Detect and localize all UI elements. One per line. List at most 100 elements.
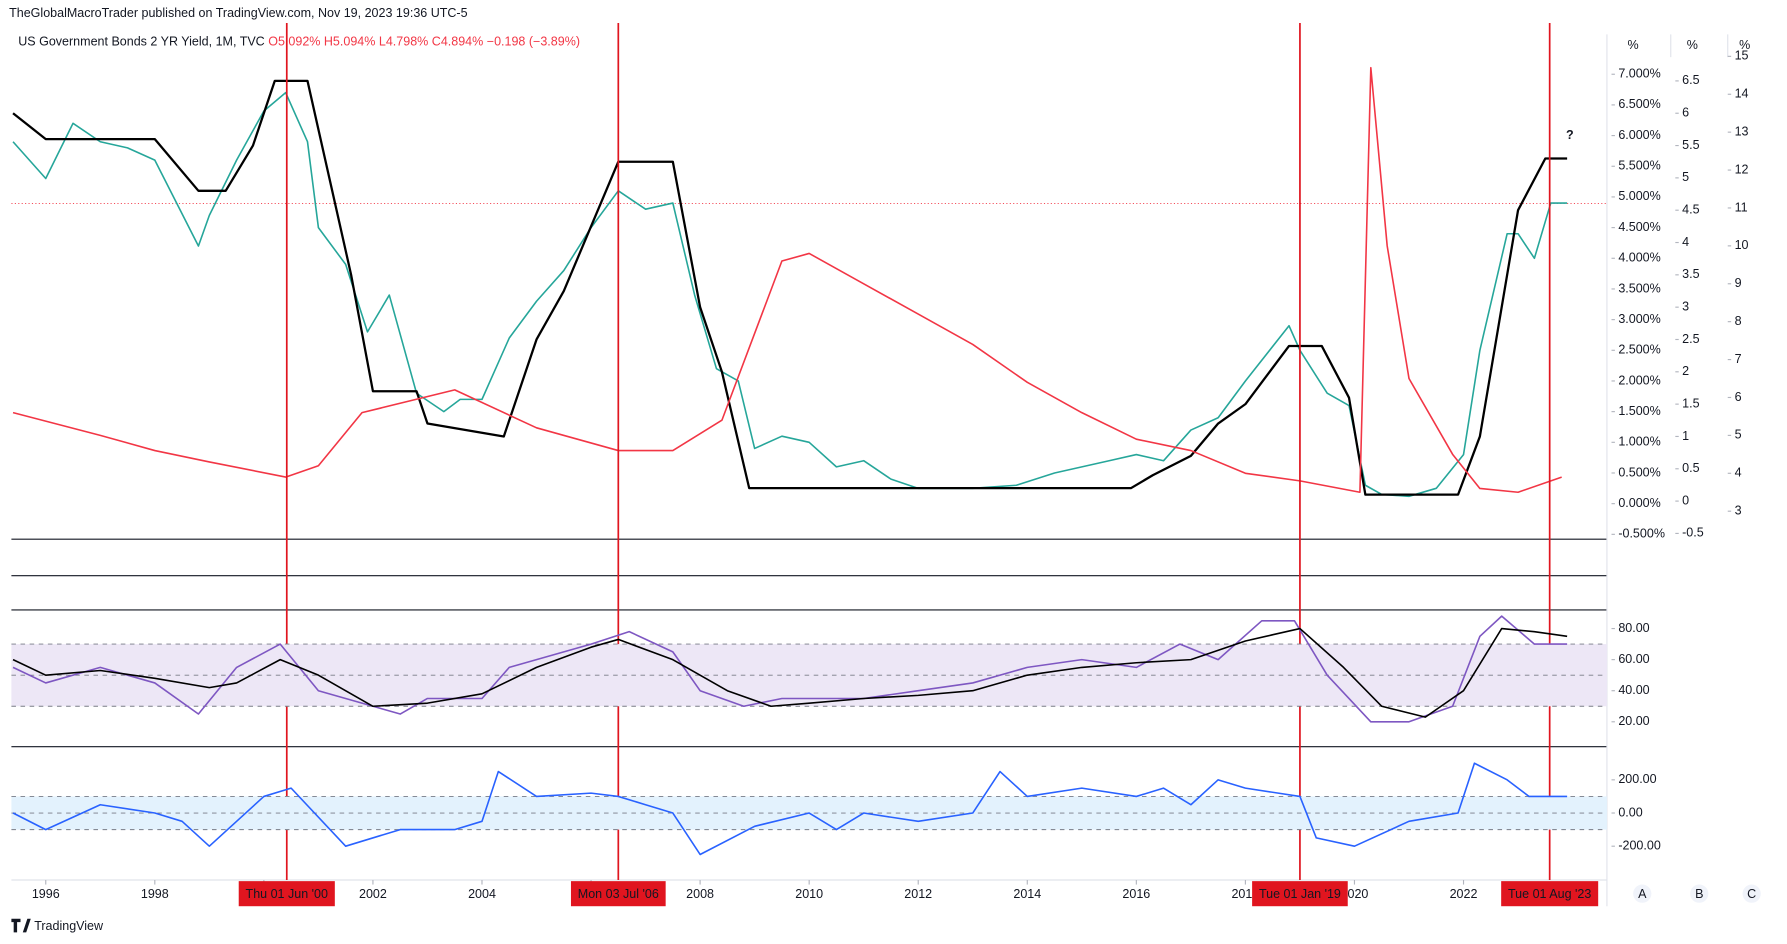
y-tick-label: 2.500% bbox=[1618, 343, 1660, 357]
annotation: ? bbox=[1566, 128, 1574, 142]
x-tick-label: 1998 bbox=[141, 887, 169, 901]
y3-tick-label: 6 bbox=[1735, 390, 1742, 404]
y-tick-label: 7.000% bbox=[1618, 67, 1660, 81]
y-tick-label: 200.00 bbox=[1618, 772, 1656, 786]
y2-tick-label: 3.5 bbox=[1682, 267, 1699, 281]
y-tick-label: 6.500% bbox=[1618, 97, 1660, 111]
y-tick-label: 4.000% bbox=[1618, 251, 1660, 265]
close: C4.894% bbox=[432, 35, 484, 49]
open: O5.092% bbox=[268, 35, 320, 49]
y3-tick-label: 5 bbox=[1735, 428, 1742, 442]
y-tick-label: 80.00 bbox=[1618, 621, 1649, 635]
y2-tick-label: 1.5 bbox=[1682, 396, 1699, 410]
y2-tick-label: 3 bbox=[1682, 299, 1689, 313]
scale-button-label[interactable]: B bbox=[1695, 887, 1703, 901]
y-tick-label: 20.00 bbox=[1618, 714, 1649, 728]
series-line bbox=[12, 762, 1568, 856]
scale-button[interactable] bbox=[1633, 884, 1652, 903]
scale-button[interactable] bbox=[1690, 884, 1709, 903]
publish-header: TheGlobalMacroTrader published on Tradin… bbox=[9, 6, 467, 20]
axis-unit[interactable]: % bbox=[1687, 38, 1698, 52]
scale-button-label[interactable]: A bbox=[1638, 887, 1647, 901]
y-tick-label: 0.000% bbox=[1618, 496, 1660, 510]
y3-tick-label: 12 bbox=[1735, 162, 1749, 176]
marker-label: Tue 01 Jan '19 bbox=[1259, 887, 1341, 901]
y-tick-label: 4.500% bbox=[1618, 220, 1660, 234]
y2-tick-label: 0.5 bbox=[1682, 461, 1699, 475]
pane: 7.000% 6.500% 6.000% 5.500% 5.000% 4.500% 4.00… bbox=[11, 49, 1749, 541]
y3-tick-label: 10 bbox=[1735, 238, 1749, 252]
y3-tick-label: 7 bbox=[1735, 352, 1742, 366]
marker-label: Mon 03 Jul '06 bbox=[578, 887, 659, 901]
y2-tick-label: 6.5 bbox=[1682, 73, 1699, 87]
scale-button[interactable] bbox=[1742, 884, 1761, 903]
y3-tick-label: 14 bbox=[1735, 87, 1749, 101]
series-line bbox=[12, 66, 1562, 494]
y-tick-label: 5.000% bbox=[1618, 189, 1660, 203]
y-tick-label: 2.000% bbox=[1618, 373, 1660, 387]
y-tick-label: 5.500% bbox=[1618, 159, 1660, 173]
x-tick-label: 2008 bbox=[686, 887, 714, 901]
y2-tick-label: 5 bbox=[1682, 170, 1689, 184]
logo-mark bbox=[11, 918, 31, 933]
marker-label: Tue 01 Aug '23 bbox=[1508, 887, 1591, 901]
series-line bbox=[12, 615, 1568, 723]
y3-tick-label: 15 bbox=[1735, 49, 1749, 63]
y-tick-label: 1.500% bbox=[1618, 404, 1660, 418]
y2-tick-label: 2.5 bbox=[1682, 332, 1699, 346]
marker-label-bg bbox=[570, 881, 666, 907]
x-tick-label: 1996 bbox=[32, 887, 60, 901]
y-tick-label: -200.00 bbox=[1618, 839, 1660, 853]
y3-tick-label: 11 bbox=[1735, 200, 1748, 214]
low: L4.798% bbox=[379, 35, 428, 49]
footer-brand: TradingView bbox=[34, 919, 104, 933]
series-line bbox=[12, 627, 1568, 718]
y3-tick-label: 9 bbox=[1735, 276, 1742, 290]
y-tick-label: 1.000% bbox=[1618, 435, 1660, 449]
y2-tick-label: 4.5 bbox=[1682, 203, 1699, 217]
y2-tick-label: 0 bbox=[1682, 493, 1689, 507]
x-tick-label: 2010 bbox=[795, 887, 823, 901]
y2-tick-label: 2 bbox=[1682, 364, 1689, 378]
series-line bbox=[12, 79, 1568, 496]
y-tick-label: 6.000% bbox=[1618, 128, 1660, 142]
y-tick-label: 3.500% bbox=[1618, 281, 1660, 295]
marker-label-bg bbox=[1501, 881, 1599, 907]
axis-unit[interactable]: % bbox=[1739, 38, 1750, 52]
x-tick-label: 2002 bbox=[359, 887, 387, 901]
symbol-name: US Government Bonds 2 YR Yield, 1M, TVC bbox=[18, 35, 264, 49]
y3-tick-label: 3 bbox=[1735, 504, 1742, 518]
x-tick-label: 2004 bbox=[468, 887, 496, 901]
y-tick-label: 3.000% bbox=[1618, 312, 1660, 326]
y-tick-label: 40.00 bbox=[1618, 683, 1649, 697]
y2-tick-label: 4 bbox=[1682, 235, 1689, 249]
y3-tick-label: 13 bbox=[1735, 124, 1749, 138]
axis-unit[interactable]: % bbox=[1627, 38, 1638, 52]
y-tick-label: 60.00 bbox=[1618, 652, 1649, 666]
marker-label-bg bbox=[238, 881, 335, 907]
y2-tick-label: 1 bbox=[1682, 429, 1689, 443]
pane: 80.00 60.00 40.00 20.00 bbox=[11, 615, 1650, 728]
y2-tick-label: 6 bbox=[1682, 106, 1689, 120]
footer-logo: TradingView bbox=[11, 918, 104, 933]
y-tick-label: -0.500% bbox=[1618, 527, 1665, 541]
marker-label-bg bbox=[1252, 881, 1348, 907]
y2-tick-label: -0.5 bbox=[1682, 526, 1704, 540]
x-tick-label: 2014 bbox=[1013, 887, 1041, 901]
y3-tick-label: 4 bbox=[1735, 466, 1742, 480]
y2-tick-label: 5.5 bbox=[1682, 138, 1699, 152]
legend: US Government Bonds 2 YR Yield, 1M, TVC … bbox=[18, 35, 580, 49]
x-tick-label: 2012 bbox=[904, 887, 932, 901]
y3-tick-label: 8 bbox=[1735, 314, 1742, 328]
scale-button-label[interactable]: C bbox=[1747, 887, 1756, 901]
x-tick-label: 2022 bbox=[1450, 887, 1478, 901]
y-tick-label: 0.500% bbox=[1618, 465, 1660, 479]
x-tick-label: 2016 bbox=[1122, 887, 1150, 901]
marker-label: Thu 01 Jun '00 bbox=[246, 887, 328, 901]
high: H5.094% bbox=[324, 35, 376, 49]
scale-buttons: A B C bbox=[1633, 884, 1761, 903]
change: −0.198 (−3.89%) bbox=[487, 35, 580, 49]
